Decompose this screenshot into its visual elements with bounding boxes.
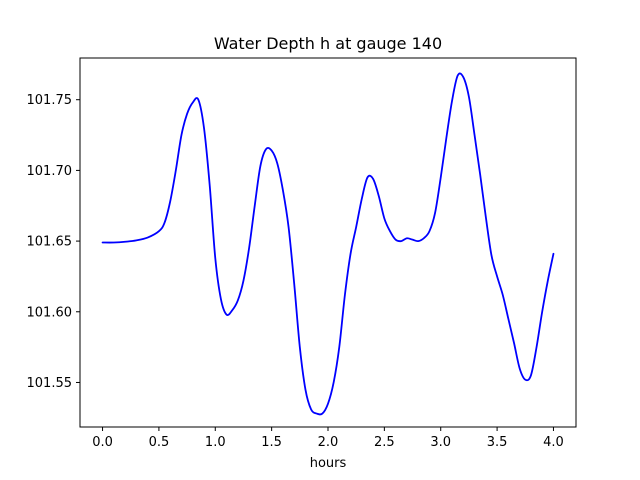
series-layer	[101, 72, 555, 416]
chart-title: Water Depth h at gauge 140	[214, 34, 442, 53]
x-tick-label: 2.0	[318, 435, 339, 450]
y-tick-label: 101.75	[27, 93, 73, 108]
plot-frame	[79, 57, 577, 428]
x-tick-label: 3.0	[430, 435, 451, 450]
x-axis-ticks: 0.0 0.5 1.0 1.5 2.0 2.5 3.0 3.5 4.0	[92, 427, 564, 450]
x-axis-label: hours	[310, 456, 347, 471]
x-tick-label: 3.5	[487, 435, 508, 450]
y-tick-label: 101.55	[27, 376, 73, 391]
y-tick-label: 101.65	[27, 235, 73, 250]
x-tick-label: 0.0	[92, 435, 113, 450]
x-tick-label: 1.5	[261, 435, 282, 450]
water-depth-line	[101, 72, 555, 416]
y-tick-label: 101.70	[27, 164, 73, 179]
y-axis-ticks: 101.55 101.60 101.65 101.70 101.75	[27, 93, 80, 391]
x-tick-label: 4.0	[543, 435, 564, 450]
y-tick-label: 101.60	[27, 305, 73, 320]
x-tick-label: 1.0	[205, 435, 226, 450]
x-tick-label: 2.5	[374, 435, 395, 450]
x-tick-label: 0.5	[149, 435, 170, 450]
